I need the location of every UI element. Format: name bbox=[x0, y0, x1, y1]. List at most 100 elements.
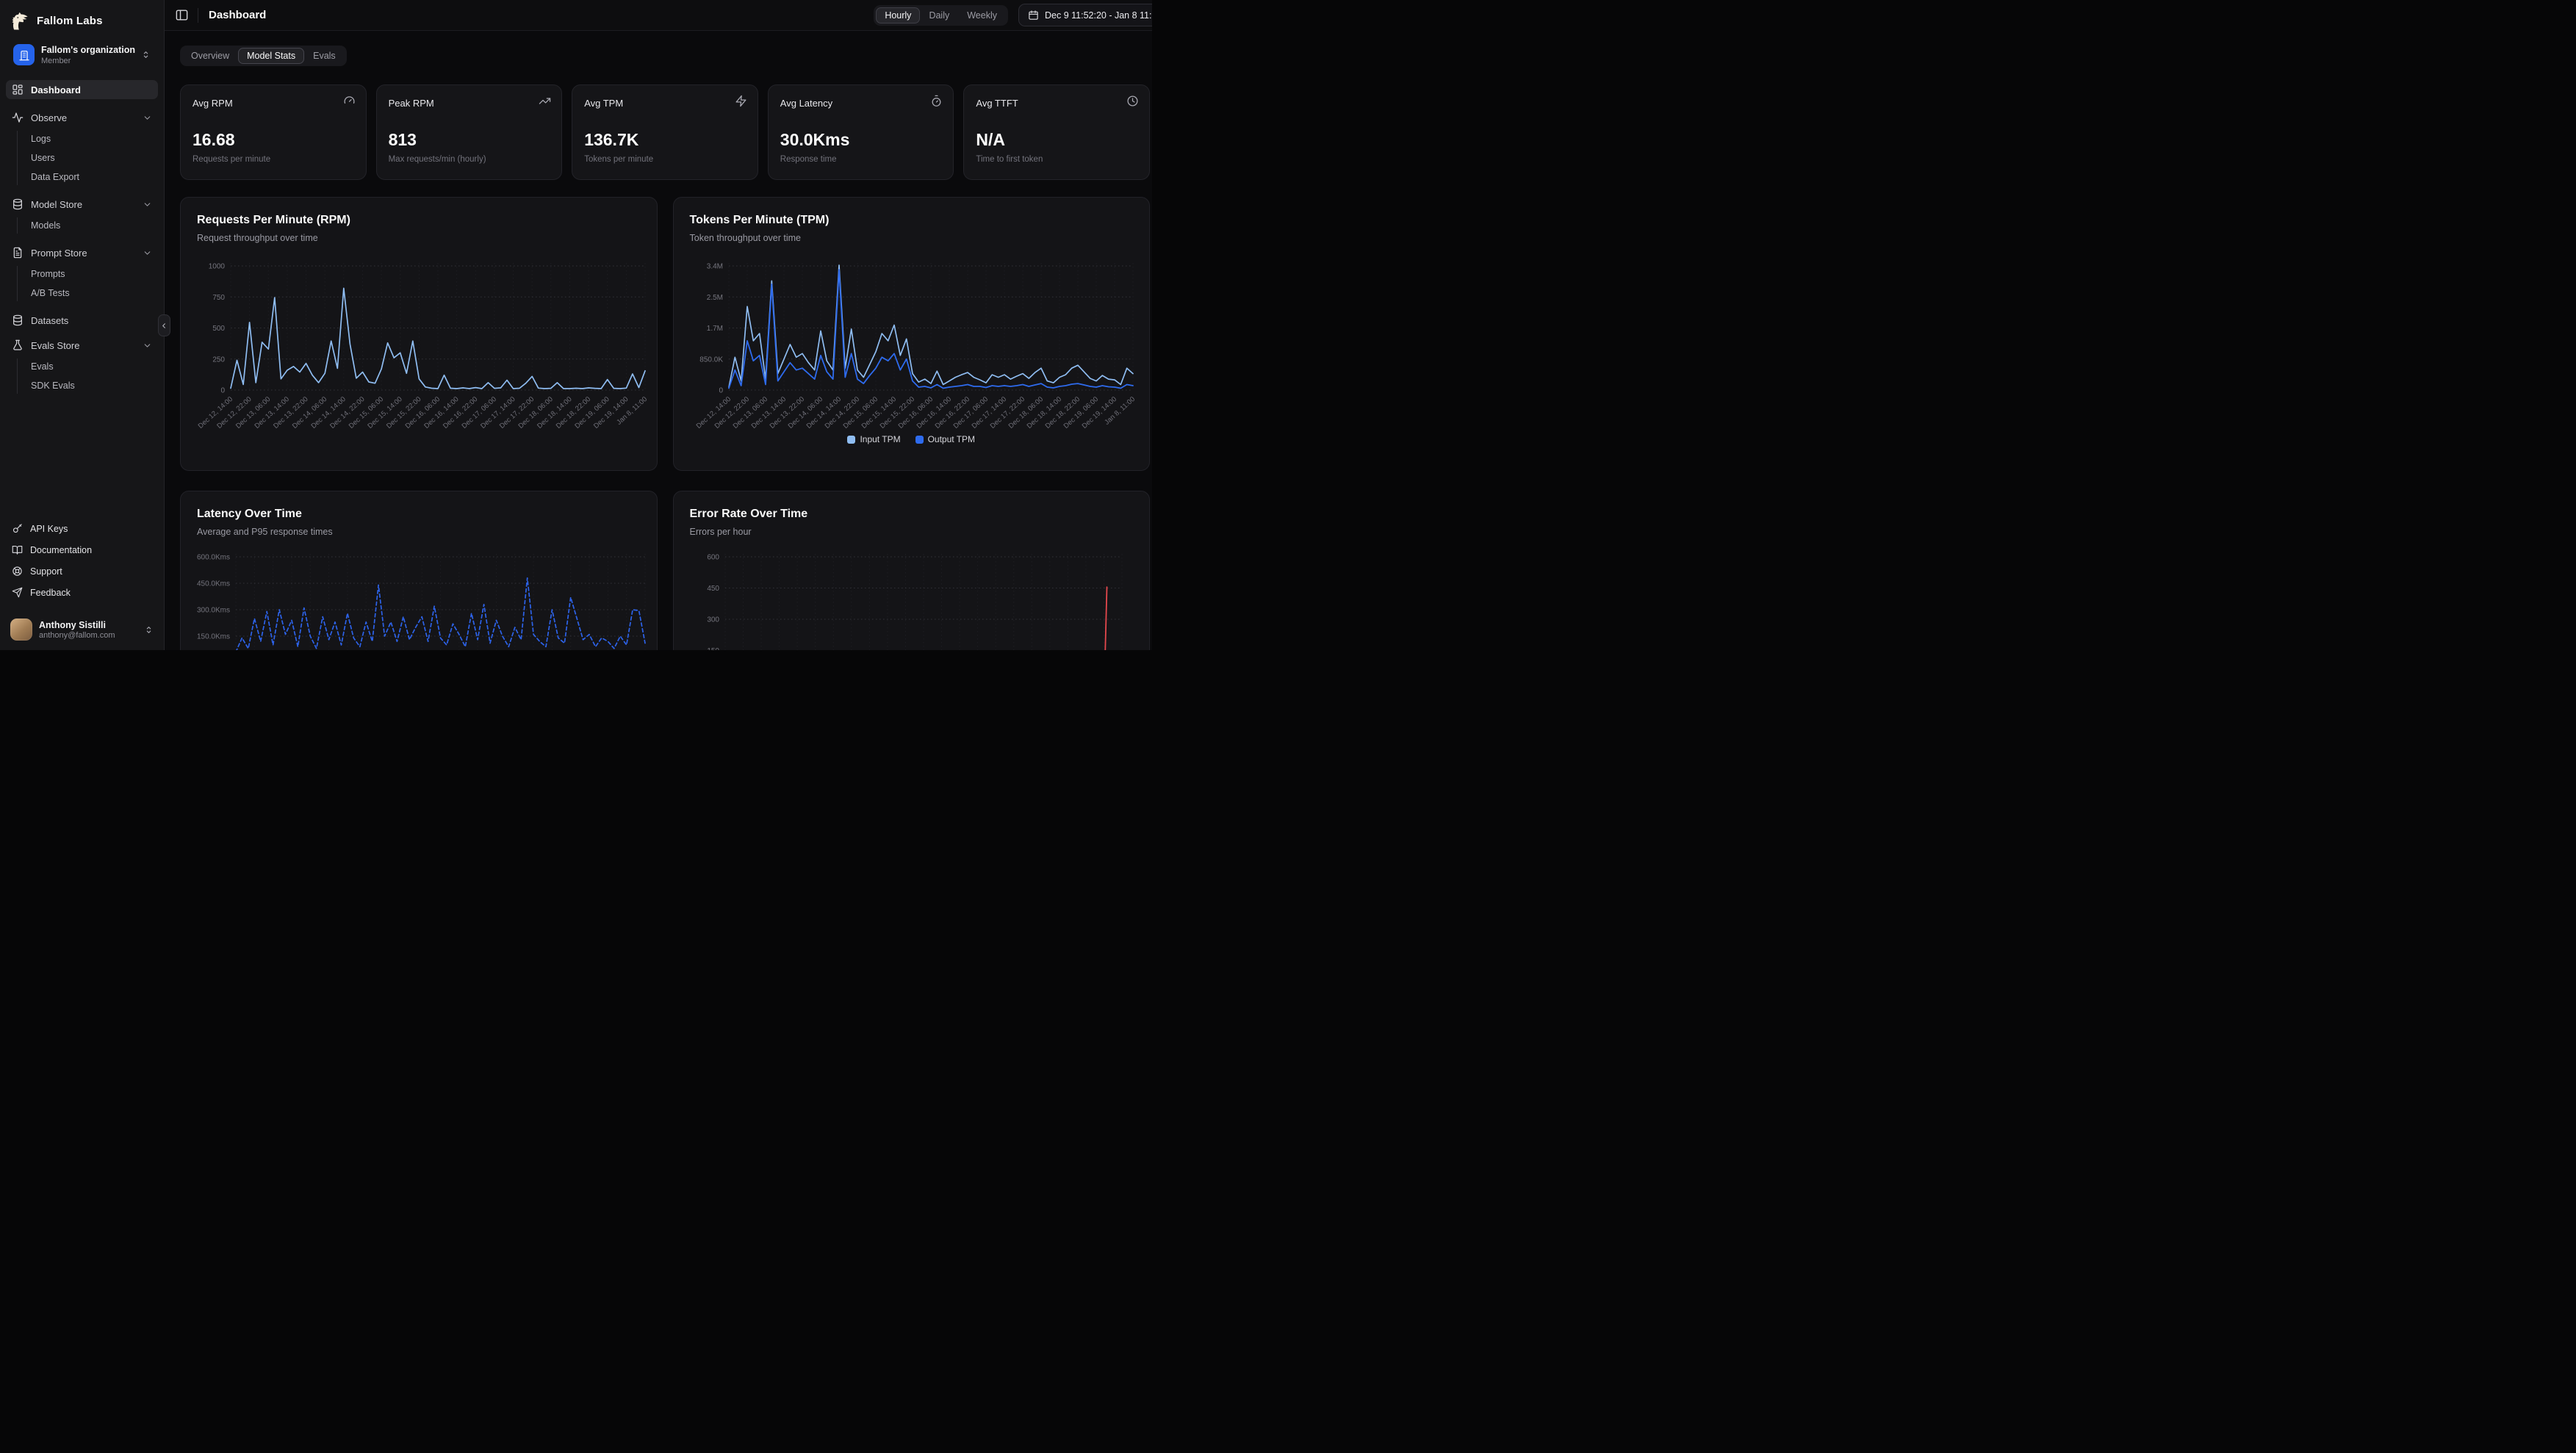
database-icon bbox=[12, 198, 24, 210]
svg-text:600: 600 bbox=[707, 554, 719, 562]
main-content: Overview Model Stats Evals Avg RPM 16.68… bbox=[165, 31, 1152, 650]
sidebar-item-feedback[interactable]: Feedback bbox=[6, 583, 158, 602]
tab-evals[interactable]: Evals bbox=[313, 51, 336, 61]
sidebar-item-label: API Keys bbox=[30, 523, 68, 534]
range-option-daily[interactable]: Daily bbox=[929, 10, 950, 21]
sidebar-item-label: Model Store bbox=[31, 198, 83, 210]
svg-text:3.4M: 3.4M bbox=[706, 263, 722, 271]
sidebar-item-support[interactable]: Support bbox=[6, 562, 158, 580]
sidebar-item-dashboard[interactable]: Dashboard bbox=[6, 80, 158, 99]
sidebar-item-evals[interactable]: Evals bbox=[31, 361, 54, 372]
latency-chart[interactable]: 150.0Kms 300.0Kms 450.0Kms 600.0Kms bbox=[181, 550, 666, 650]
chevron-left-icon bbox=[160, 322, 168, 330]
stat-card-avg-rpm: Avg RPM 16.68 Requests per minute bbox=[180, 84, 367, 180]
svg-text:150: 150 bbox=[707, 647, 719, 650]
chart-subtitle: Token throughput over time bbox=[689, 233, 801, 243]
org-selector[interactable]: Fallom's organization Member bbox=[9, 40, 155, 70]
sidebar-item-datasets[interactable]: Datasets bbox=[6, 311, 158, 330]
send-icon bbox=[12, 587, 23, 598]
sidebar-item-label: Prompt Store bbox=[31, 247, 87, 259]
sidebar-item-data-export[interactable]: Data Export bbox=[31, 172, 80, 182]
flask-icon bbox=[12, 339, 24, 351]
stat-card-avg-latency: Avg Latency 30.0Kms Response time bbox=[767, 84, 954, 180]
sidebar-item-models[interactable]: Models bbox=[31, 220, 61, 231]
chevron-down-icon bbox=[143, 200, 152, 209]
panel-left-icon[interactable] bbox=[175, 8, 189, 22]
range-option-hourly[interactable]: Hourly bbox=[876, 7, 921, 24]
chart-subtitle: Average and P95 response times bbox=[197, 527, 333, 537]
sidebar-item-evals-store[interactable]: Evals Store bbox=[6, 336, 158, 355]
stat-value: N/A bbox=[976, 130, 1006, 149]
sidebar-item-label: Observe bbox=[31, 112, 68, 123]
sidebar-item-documentation[interactable]: Documentation bbox=[6, 541, 158, 559]
range-option-weekly[interactable]: Weekly bbox=[967, 10, 997, 21]
sidebar-item-label: Support bbox=[30, 566, 62, 577]
sidebar-footer-nav: API Keys Documentation Support Feedback bbox=[6, 519, 158, 605]
chart-title: Tokens Per Minute (TPM) bbox=[689, 214, 830, 226]
svg-text:150.0Kms: 150.0Kms bbox=[197, 633, 230, 641]
user-name: Anthony Sistilli bbox=[39, 619, 106, 630]
building-icon bbox=[13, 44, 35, 65]
svg-text:500: 500 bbox=[212, 325, 225, 333]
file-text-icon bbox=[12, 247, 24, 259]
sidebar-item-prompts[interactable]: Prompts bbox=[31, 269, 65, 279]
stat-value: 136.7K bbox=[584, 130, 639, 149]
svg-text:250: 250 bbox=[212, 356, 225, 364]
chart-title: Latency Over Time bbox=[197, 508, 302, 520]
org-name: Fallom's organization bbox=[41, 44, 135, 55]
sidebar-item-sdk-evals[interactable]: SDK Evals bbox=[31, 381, 75, 391]
org-role: Member bbox=[41, 56, 71, 65]
view-tabs: Overview Model Stats Evals bbox=[180, 46, 347, 66]
dragon-logo-icon bbox=[10, 11, 30, 31]
svg-text:1000: 1000 bbox=[209, 263, 226, 271]
stat-card-peak-rpm: Peak RPM 813 Max requests/min (hourly) bbox=[375, 84, 563, 180]
svg-text:450.0Kms: 450.0Kms bbox=[197, 580, 230, 588]
stat-label: Avg TPM bbox=[584, 98, 624, 109]
tab-model-stats[interactable]: Model Stats bbox=[238, 48, 305, 64]
sidebar: Fallom Labs Fallom's organization Member bbox=[0, 0, 165, 650]
stat-value: 30.0Kms bbox=[780, 130, 850, 149]
sidebar-item-users[interactable]: Users bbox=[31, 153, 55, 163]
svg-text:750: 750 bbox=[212, 294, 225, 302]
stat-value: 813 bbox=[388, 130, 417, 149]
sidebar-item-prompt-store[interactable]: Prompt Store bbox=[6, 243, 158, 262]
sidebar-item-observe[interactable]: Observe bbox=[6, 108, 158, 127]
sidebar-item-model-store[interactable]: Model Store bbox=[6, 195, 158, 214]
stat-caption: Time to first token bbox=[976, 155, 1043, 164]
chevrons-up-down-icon bbox=[144, 625, 154, 635]
error-chart[interactable]: 150 300 450 600 bbox=[674, 550, 1153, 650]
chevrons-up-down-icon bbox=[141, 50, 151, 60]
stat-label: Avg Latency bbox=[780, 98, 833, 109]
user-email: anthony@fallom.com bbox=[39, 630, 115, 640]
input-tpm-swatch bbox=[847, 435, 856, 444]
chart-subtitle: Request throughput over time bbox=[197, 233, 318, 243]
legend-label: Input TPM bbox=[860, 434, 901, 444]
stat-label: Avg TTFT bbox=[976, 98, 1018, 109]
date-range-label: Dec 9 11:52:20 - Jan 8 11:52:20 bbox=[1045, 10, 1152, 21]
tab-overview[interactable]: Overview bbox=[191, 51, 230, 61]
database-icon bbox=[12, 314, 24, 326]
brand: Fallom Labs bbox=[9, 7, 155, 34]
svg-text:0: 0 bbox=[220, 387, 225, 395]
page-title: Dashboard bbox=[209, 9, 267, 21]
layout-dashboard-icon bbox=[12, 84, 24, 95]
svg-text:300: 300 bbox=[707, 616, 719, 624]
tpm-chart[interactable]: 0 850.0K 1.7M 2.5M 3.4M Dec 12, 14:00 Dec 12, … bbox=[674, 256, 1153, 462]
timer-icon bbox=[930, 95, 943, 107]
topbar-controls: Hourly Daily Weekly Dec 9 11:52:20 - Jan… bbox=[874, 4, 1152, 26]
sidebar-item-api-keys[interactable]: API Keys bbox=[6, 519, 158, 538]
model-store-subnav: Models bbox=[17, 216, 158, 235]
sidebar-item-logs[interactable]: Logs bbox=[31, 134, 51, 144]
rpm-chart[interactable]: 0 250 500 750 1000 Dec 12, 14:00 Dec 12, 22:00… bbox=[181, 256, 666, 462]
sidebar-item-ab-tests[interactable]: A/B Tests bbox=[31, 288, 70, 298]
chevron-down-icon bbox=[143, 248, 152, 258]
error-chart-card: Error Rate Over Time Errors per hour 150… bbox=[672, 491, 1153, 650]
zap-icon bbox=[735, 95, 747, 107]
legend-item-input-tpm[interactable]: Input TPM bbox=[847, 434, 901, 444]
activity-icon bbox=[12, 112, 24, 123]
legend-item-output-tpm[interactable]: Output TPM bbox=[915, 434, 975, 444]
sidebar-header: Fallom Labs Fallom's organization Member bbox=[0, 0, 164, 70]
user-menu[interactable]: Anthony Sistilli anthony@fallom.com bbox=[6, 615, 158, 644]
sidebar-collapse-button[interactable] bbox=[158, 314, 170, 336]
date-range-button[interactable]: Dec 9 11:52:20 - Jan 8 11:52:20 bbox=[1018, 4, 1152, 26]
